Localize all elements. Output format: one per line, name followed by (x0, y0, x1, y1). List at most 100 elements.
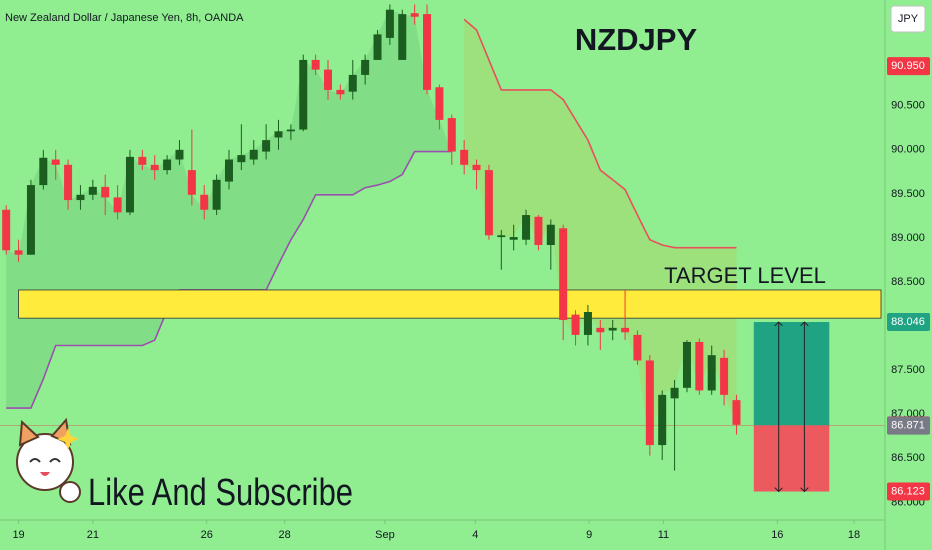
candle-body (101, 186, 110, 198)
candle-body (163, 159, 172, 171)
price-badge-label: 90.950 (891, 60, 925, 72)
x-tick-label: 11 (658, 529, 669, 541)
candle-body (150, 164, 159, 171)
candle-body (608, 327, 617, 331)
x-tick-label: 18 (848, 529, 860, 541)
x-tick-label: Sep (375, 529, 395, 541)
candle-body (720, 357, 729, 395)
indicator-fill (464, 19, 737, 446)
price-badge (887, 57, 930, 76)
target-band (18, 289, 882, 319)
target-label: TARGET LEVEL (664, 263, 826, 288)
candle-body (224, 159, 233, 182)
candle-body (732, 400, 741, 425)
candle-body (113, 197, 122, 213)
y-tick-label: 90.000 (891, 144, 925, 156)
candle-body (51, 159, 60, 165)
candle-body (484, 170, 493, 236)
candle-body (658, 394, 667, 446)
candle-body (125, 156, 134, 213)
y-tick-label: 90.500 (891, 100, 925, 112)
symbol: NZDJPY (575, 22, 698, 57)
candle-body (311, 59, 320, 70)
chart-title: New Zealand Dollar / Japanese Yen, 8h, O… (5, 12, 244, 24)
candle-body (26, 185, 35, 255)
y-tick-label: 86.500 (891, 452, 925, 464)
price-badge (887, 482, 930, 501)
indicator-line (463, 18, 737, 249)
candle-body (361, 59, 370, 75)
candle-body (2, 209, 11, 251)
candle-body (695, 341, 704, 391)
candle-body (509, 237, 518, 240)
x-tick-label: 4 (472, 529, 478, 541)
price-badge-label: 88.046 (891, 316, 925, 328)
candle-body (398, 14, 407, 60)
y-tick-label: 87.500 (891, 364, 925, 376)
candle-body (348, 74, 357, 92)
candle-body (583, 312, 592, 335)
x-tick-label: 9 (586, 529, 592, 541)
candle-body (546, 224, 555, 246)
candle-body (410, 13, 419, 17)
candle-body (460, 149, 469, 165)
plot: TARGET LEVEL (0, 4, 885, 491)
candle-body (138, 156, 147, 165)
candle-body (707, 355, 716, 391)
y-tick-label: 88.500 (891, 276, 925, 288)
candle-body (373, 34, 382, 60)
candle-body (534, 216, 543, 246)
footer: Like And Subscribe (88, 472, 353, 514)
candle-body (633, 334, 642, 361)
candle-body (447, 118, 456, 152)
candle-body (262, 140, 271, 152)
candle-body (237, 155, 246, 163)
candle-body (200, 194, 209, 210)
price-badge (887, 313, 930, 332)
mascot (16, 417, 81, 503)
x-tick-label: 28 (279, 529, 291, 541)
candle-body (435, 87, 444, 120)
position-profit (753, 322, 830, 426)
candle-body (645, 360, 654, 446)
position-loss (753, 425, 830, 492)
candle-body (324, 69, 333, 90)
x-tick-label: 21 (87, 529, 99, 541)
candle-body (286, 129, 295, 132)
candle-body (14, 250, 23, 255)
currency-box[interactable] (890, 5, 926, 33)
y-tick-label: 89.000 (891, 232, 925, 244)
candle-body (385, 9, 394, 38)
candle-body (423, 14, 432, 90)
candle-body (76, 194, 85, 201)
candle-body (274, 131, 283, 138)
candle-body (39, 157, 48, 186)
candle-body (522, 215, 531, 240)
price-badge-label: 86.871 (891, 420, 925, 432)
candle-body (682, 341, 691, 388)
candle-body (88, 186, 97, 195)
candle-body (299, 59, 308, 130)
price-badge-label: 86.123 (891, 485, 925, 497)
price-badge (887, 416, 930, 435)
y-tick-label: 89.500 (891, 188, 925, 200)
x-tick-label: 16 (771, 529, 783, 541)
candle-body (497, 235, 506, 238)
candle-body (621, 327, 630, 333)
candle-body (670, 387, 679, 399)
x-tick-label: 19 (12, 529, 24, 541)
candle-body (336, 89, 345, 95)
candle-body (212, 179, 221, 210)
currency: JPY (898, 13, 919, 25)
candle-body (596, 327, 605, 333)
candle-body (187, 170, 196, 195)
candle-body (571, 314, 580, 335)
x-tick-label: 26 (201, 529, 213, 541)
candle-body (472, 164, 481, 171)
candle-body (249, 149, 258, 160)
candle-body (175, 149, 184, 160)
candle-body (64, 164, 73, 201)
candle-body (559, 228, 568, 320)
